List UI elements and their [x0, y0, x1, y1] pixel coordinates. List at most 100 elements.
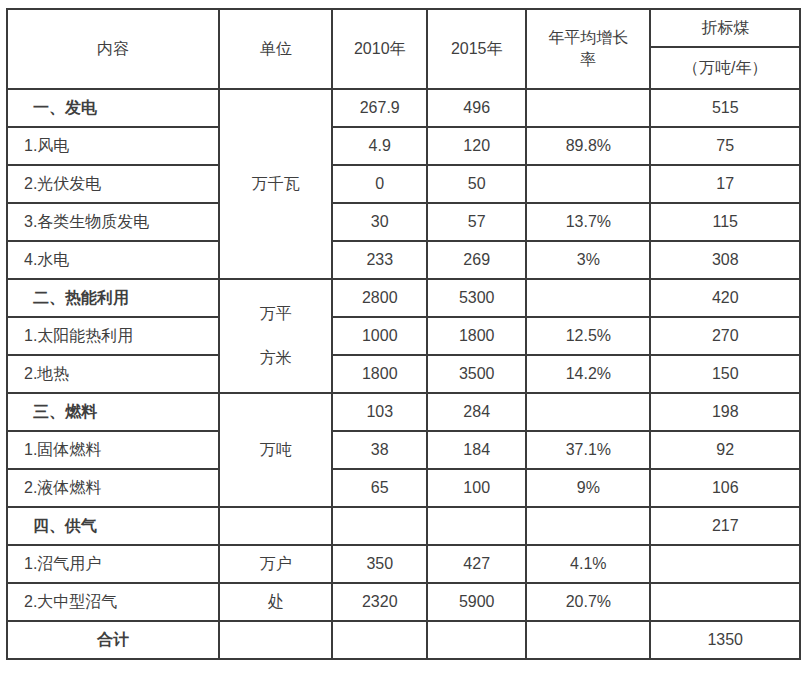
table-row: 2.液体燃料 65 100 9% 106 [7, 469, 800, 507]
cell-2015: 1800 [427, 317, 526, 355]
cell-growth [526, 393, 650, 431]
row-label: 1.太阳能热利用 [7, 317, 219, 355]
cell-growth: 89.8% [526, 127, 650, 165]
cell-coal: 1350 [650, 621, 800, 659]
cell-2015: 120 [427, 127, 526, 165]
table-row: 一、发电 万千瓦 267.9 496 515 [7, 89, 800, 127]
row-label: 2.光伏发电 [7, 165, 219, 203]
header-coal-unit: （万吨/年） [650, 47, 800, 89]
cell-2010: 1800 [332, 355, 427, 393]
cell-2015: 50 [427, 165, 526, 203]
unit-cell: 处 [219, 583, 332, 621]
cell-2015: 184 [427, 431, 526, 469]
cell-2010 [332, 621, 427, 659]
cell-growth [526, 507, 650, 545]
cell-growth: 3% [526, 241, 650, 279]
table-row: 1.太阳能热利用 1000 1800 12.5% 270 [7, 317, 800, 355]
cell-2015: 5300 [427, 279, 526, 317]
page: 内容 单位 2010年 2015年 年平均增长 率 折标煤 （万吨/年） 一、发… [0, 0, 808, 660]
header-2010: 2010年 [332, 9, 427, 89]
cell-growth: 20.7% [526, 583, 650, 621]
row-label: 1.风电 [7, 127, 219, 165]
cell-growth [526, 165, 650, 203]
cell-coal: 106 [650, 469, 800, 507]
renewable-energy-table: 内容 单位 2010年 2015年 年平均增长 率 折标煤 （万吨/年） 一、发… [6, 8, 801, 660]
cell-2015: 100 [427, 469, 526, 507]
cell-2015: 427 [427, 545, 526, 583]
row-label: 1.沼气用户 [7, 545, 219, 583]
row-label: 2.液体燃料 [7, 469, 219, 507]
cell-coal: 17 [650, 165, 800, 203]
row-label: 四、供气 [7, 507, 219, 545]
table-row: 三、燃料 万吨 103 284 198 [7, 393, 800, 431]
header-growth-rate-text: 年平均增长 率 [527, 27, 649, 71]
cell-coal: 308 [650, 241, 800, 279]
table-row: 二、热能利用 万平 方米 2800 5300 420 [7, 279, 800, 317]
cell-growth [526, 621, 650, 659]
cell-2015: 269 [427, 241, 526, 279]
unit-cell-power: 万千瓦 [219, 89, 332, 279]
cell-2015: 284 [427, 393, 526, 431]
cell-coal [650, 583, 800, 621]
row-label: 三、燃料 [7, 393, 219, 431]
row-label: 2.大中型沼气 [7, 583, 219, 621]
table-row: 2.大中型沼气 处 2320 5900 20.7% [7, 583, 800, 621]
row-label: 1.固体燃料 [7, 431, 219, 469]
table-row: 2.光伏发电 0 50 17 [7, 165, 800, 203]
header-coal-title: 折标煤 [650, 9, 800, 47]
cell-2010: 233 [332, 241, 427, 279]
cell-2010: 267.9 [332, 89, 427, 127]
row-label: 一、发电 [7, 89, 219, 127]
cell-coal: 420 [650, 279, 800, 317]
cell-coal: 115 [650, 203, 800, 241]
cell-2015 [427, 621, 526, 659]
cell-growth: 14.2% [526, 355, 650, 393]
unit-thermal-text: 万平 方米 [220, 292, 331, 380]
cell-2010: 103 [332, 393, 427, 431]
row-label: 3.各类生物质发电 [7, 203, 219, 241]
cell-2010: 65 [332, 469, 427, 507]
cell-coal: 150 [650, 355, 800, 393]
cell-coal: 75 [650, 127, 800, 165]
cell-growth: 13.7% [526, 203, 650, 241]
unit-cell-thermal: 万平 方米 [219, 279, 332, 393]
unit-cell [219, 621, 332, 659]
cell-2010: 1000 [332, 317, 427, 355]
table-body: 一、发电 万千瓦 267.9 496 515 1.风电 4.9 120 89.8… [7, 89, 800, 659]
total-label: 合计 [7, 621, 219, 659]
cell-2010 [332, 507, 427, 545]
cell-2010: 30 [332, 203, 427, 241]
header-content: 内容 [7, 9, 219, 89]
row-label: 二、热能利用 [7, 279, 219, 317]
cell-2015 [427, 507, 526, 545]
cell-growth: 12.5% [526, 317, 650, 355]
row-label: 4.水电 [7, 241, 219, 279]
table-row: 四、供气 217 [7, 507, 800, 545]
unit-cell-fuel: 万吨 [219, 393, 332, 507]
cell-growth: 37.1% [526, 431, 650, 469]
cell-2010: 0 [332, 165, 427, 203]
cell-coal: 270 [650, 317, 800, 355]
cell-2010: 2320 [332, 583, 427, 621]
cell-coal: 217 [650, 507, 800, 545]
table-header: 内容 单位 2010年 2015年 年平均增长 率 折标煤 （万吨/年） [7, 9, 800, 89]
cell-2010: 2800 [332, 279, 427, 317]
cell-growth: 4.1% [526, 545, 650, 583]
cell-coal: 198 [650, 393, 800, 431]
table-row: 2.地热 1800 3500 14.2% 150 [7, 355, 800, 393]
cell-coal: 515 [650, 89, 800, 127]
unit-cell: 万户 [219, 545, 332, 583]
table-row: 3.各类生物质发电 30 57 13.7% 115 [7, 203, 800, 241]
cell-2015: 57 [427, 203, 526, 241]
header-2015: 2015年 [427, 9, 526, 89]
cell-2015: 3500 [427, 355, 526, 393]
cell-growth [526, 279, 650, 317]
cell-2015: 496 [427, 89, 526, 127]
cell-growth [526, 89, 650, 127]
cell-2010: 350 [332, 545, 427, 583]
cell-2015: 5900 [427, 583, 526, 621]
header-unit: 单位 [219, 9, 332, 89]
total-row: 合计 1350 [7, 621, 800, 659]
cell-coal: 92 [650, 431, 800, 469]
cell-2010: 38 [332, 431, 427, 469]
